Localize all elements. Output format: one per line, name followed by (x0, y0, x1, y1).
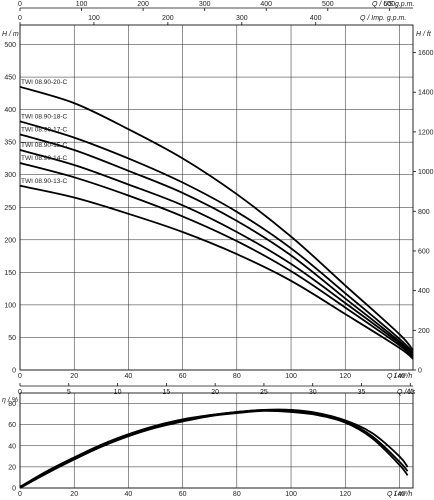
ls-tick-label: 35 (358, 389, 366, 396)
head-y-tick-label: 50 (8, 335, 16, 342)
head-x-tick-label: 100 (285, 373, 297, 380)
head-y-tick-label: 450 (4, 75, 16, 82)
head-y-tick-label: 350 (4, 140, 16, 147)
head-curve-4 (19, 149, 414, 357)
imp-gpm-tick-label: 400 (310, 15, 322, 22)
head-x-tick-label: 0 (18, 373, 22, 380)
ft-tick-label: 0 (418, 368, 422, 375)
ft-tick-label: 800 (418, 209, 430, 216)
head-x-axis-label: Q / m³/h (387, 373, 412, 380)
head-x-tick-label: 20 (70, 373, 78, 380)
ft-tick-label: 1600 (418, 50, 434, 57)
head-y-tick-label: 500 (4, 42, 16, 49)
head-x-tick-label: 140 (394, 373, 406, 380)
head-y-tick-label: 150 (4, 270, 16, 277)
eff-curve-1 (19, 409, 409, 489)
head-curve-label: TWI 08.90-18-C (21, 113, 68, 120)
ls-tick-label: 10 (114, 389, 122, 396)
us-gpm-tick-label: 200 (137, 1, 149, 8)
ls-tick-label: 20 (211, 389, 219, 396)
eff-y-tick-label: 20 (8, 464, 16, 471)
ls-tick-label: 5 (67, 389, 71, 396)
ft-axis-label: H / ft (416, 31, 432, 38)
head-y-axis-label: H / m (2, 31, 19, 38)
eff-x-tick-label: 100 (285, 491, 297, 498)
us-gpm-axis-label: Q / US g.p.m. (372, 1, 414, 8)
ls-axis-label: Q / l/s (397, 389, 416, 396)
head-curve-label: TWI 08.90-13-C (21, 178, 68, 185)
eff-x-tick-label: 120 (339, 491, 351, 498)
head-curve-5 (19, 162, 414, 359)
head-x-tick-label: 40 (125, 373, 133, 380)
eff-x-tick-label: 140 (394, 491, 406, 498)
imp-gpm-axis-label: Q / Imp. g.p.m. (360, 15, 406, 22)
us-gpm-tick-label: 300 (199, 1, 211, 8)
head-y-tick-label: 100 (4, 302, 16, 309)
ft-tick-label: 400 (418, 288, 430, 295)
eff-y-tick-label: 60 (8, 422, 16, 429)
us-gpm-tick-label: 400 (260, 1, 272, 8)
eff-x-tick-label: 60 (179, 491, 187, 498)
us-gpm-tick-label: 600 (384, 1, 396, 8)
eff-x-tick-label: 80 (233, 491, 241, 498)
ls-tick-label: 0 (18, 389, 22, 396)
imp-gpm-tick-label: 200 (162, 15, 174, 22)
eff-y-tick-label: 0 (12, 486, 16, 493)
head-curve-label: TWI 08.90-14-C (21, 155, 68, 162)
head-x-tick-label: 80 (233, 373, 241, 380)
ft-tick-label: 600 (418, 248, 430, 255)
ft-tick-label: 1200 (418, 129, 434, 136)
imp-gpm-tick-label: 0 (18, 15, 22, 22)
head-y-tick-label: 0 (12, 368, 16, 375)
us-gpm-tick-label: 100 (76, 1, 88, 8)
head-curve-label: TWI 08.90-15-C (21, 142, 68, 149)
head-y-tick-label: 300 (4, 172, 16, 179)
head-curve-label: TWI 08.90-17-C (21, 126, 68, 133)
head-x-tick-label: 120 (339, 373, 351, 380)
eff-curve-3 (19, 408, 409, 488)
imp-gpm-tick-label: 300 (236, 15, 248, 22)
ft-tick-label: 1000 (418, 169, 434, 176)
head-plot-frame (19, 24, 414, 371)
imp-gpm-tick-label: 100 (88, 15, 100, 22)
head-curve-2 (19, 120, 414, 354)
ls-tick-label: 25 (260, 389, 268, 396)
eff-x-tick-label: 20 (70, 491, 78, 498)
ls-tick-label: 15 (162, 389, 170, 396)
eff-x-tick-label: 0 (18, 491, 22, 498)
ls-tick-label: 40 (406, 389, 414, 396)
us-gpm-tick-label: 0 (18, 1, 22, 8)
head-curve-6 (19, 184, 414, 360)
eff-plot-frame (19, 392, 414, 489)
head-y-tick-label: 400 (4, 107, 16, 114)
eff-y-axis-label: η / % (2, 397, 18, 404)
eff-x-tick-label: 40 (125, 491, 133, 498)
ft-tick-label: 200 (418, 328, 430, 335)
head-y-tick-label: 250 (4, 205, 16, 212)
us-gpm-tick-label: 500 (322, 1, 334, 8)
head-curve-3 (19, 133, 414, 356)
ls-tick-label: 30 (309, 389, 317, 396)
head-curve-1 (19, 85, 414, 352)
ft-tick-label: 1400 (418, 90, 434, 97)
head-y-tick-label: 200 (4, 237, 16, 244)
head-curve-label: TWI 08.90-20-C (21, 79, 68, 86)
eff-y-tick-label: 40 (8, 443, 16, 450)
eff-y-tick-label: 80 (8, 401, 16, 408)
head-x-tick-label: 60 (179, 373, 187, 380)
eff-x-axis-label: Q / m³/h (387, 491, 412, 498)
